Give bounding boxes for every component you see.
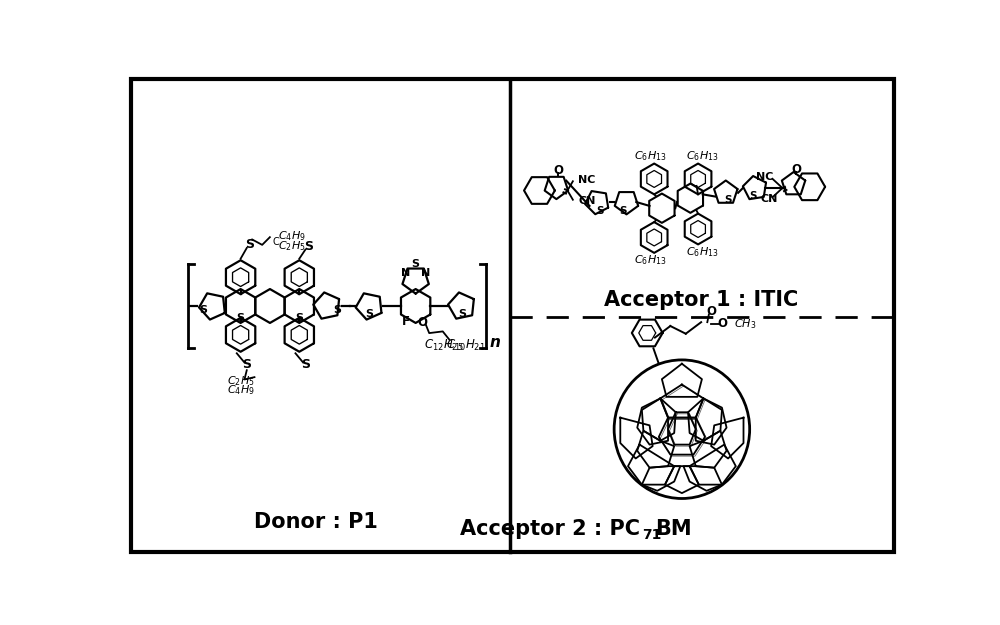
Text: CN: CN <box>761 194 778 204</box>
Text: 71: 71 <box>642 529 661 542</box>
Text: $C_4H_9$: $C_4H_9$ <box>278 229 305 242</box>
Text: Donor : P1: Donor : P1 <box>254 512 378 532</box>
Text: S: S <box>458 309 466 319</box>
Text: F: F <box>401 315 409 328</box>
Text: $C_{10}H_{21}$: $C_{10}H_{21}$ <box>446 338 486 352</box>
Text: $C_6H_{13}$: $C_6H_{13}$ <box>634 149 667 162</box>
Text: NC: NC <box>578 175 596 185</box>
Text: $C_6H_{13}$: $C_6H_{13}$ <box>686 245 718 259</box>
Text: O: O <box>417 316 427 329</box>
Text: BM: BM <box>655 519 692 539</box>
Text: C: C <box>273 237 280 247</box>
Text: O: O <box>554 164 564 177</box>
Text: S: S <box>295 313 303 323</box>
Text: NC: NC <box>756 173 774 182</box>
Text: n: n <box>490 335 500 350</box>
Text: $C_{12}H_{25}$: $C_{12}H_{25}$ <box>424 338 464 352</box>
Text: $CH_3$: $CH_3$ <box>734 317 757 331</box>
Text: $C_6H_{13}$: $C_6H_{13}$ <box>686 149 718 162</box>
Text: S: S <box>333 305 341 315</box>
Text: O: O <box>792 163 802 176</box>
Text: N: N <box>421 268 430 278</box>
Text: S: S <box>304 240 313 253</box>
Text: S: S <box>597 206 604 216</box>
Text: N: N <box>401 268 411 278</box>
Text: S: S <box>724 195 732 205</box>
Text: O: O <box>718 318 728 330</box>
Text: S: S <box>242 358 251 371</box>
Text: S: S <box>749 191 756 201</box>
Text: $C_2H_5$: $C_2H_5$ <box>227 374 254 388</box>
Text: CN: CN <box>578 196 596 206</box>
Text: S: S <box>245 238 254 251</box>
Text: S: S <box>199 305 207 315</box>
Text: S: S <box>620 206 627 216</box>
Text: S: S <box>365 309 373 319</box>
Text: S: S <box>301 358 310 371</box>
Text: $C_6H_{13}$: $C_6H_{13}$ <box>634 254 667 268</box>
Text: S: S <box>412 259 420 269</box>
Text: S: S <box>237 313 245 323</box>
Text: Acceptor 1 : ITIC: Acceptor 1 : ITIC <box>604 290 798 310</box>
Text: $C_4H_9$: $C_4H_9$ <box>227 383 255 397</box>
Text: $C_2H_5$: $C_2H_5$ <box>278 239 305 253</box>
Text: O: O <box>706 305 716 318</box>
Text: Acceptor 2 : PC: Acceptor 2 : PC <box>460 519 640 539</box>
